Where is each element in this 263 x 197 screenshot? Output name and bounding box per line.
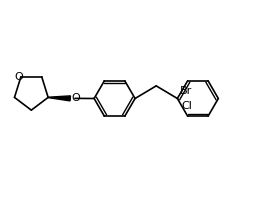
- Text: O: O: [14, 72, 23, 82]
- Text: O: O: [72, 93, 80, 103]
- Polygon shape: [48, 96, 70, 101]
- Text: Cl: Cl: [181, 101, 192, 111]
- Text: Br: Br: [180, 86, 193, 96]
